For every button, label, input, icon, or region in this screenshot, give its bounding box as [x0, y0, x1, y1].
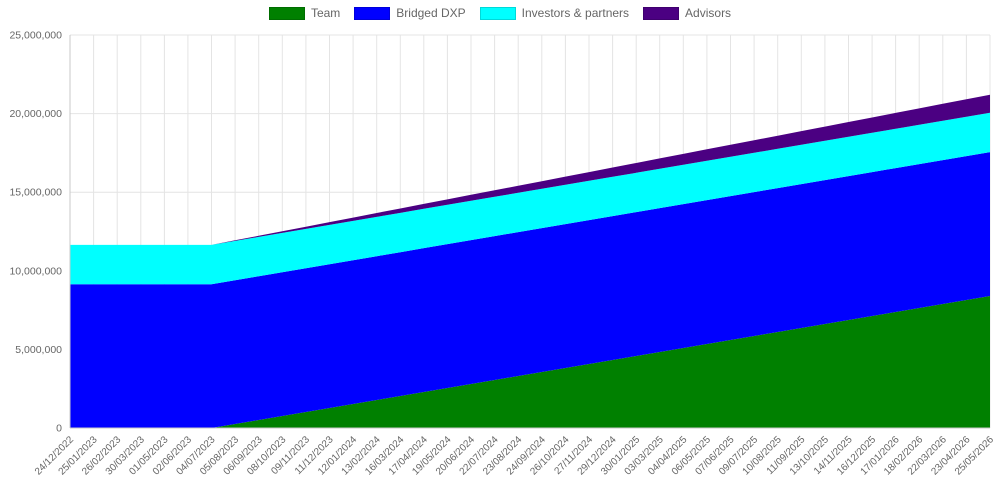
y-tick-label: 5,000,000	[15, 344, 62, 356]
legend-swatch-team	[268, 7, 305, 20]
axes	[69, 35, 990, 429]
y-tick-label: 25,000,000	[9, 30, 62, 42]
legend-label: Advisors	[685, 6, 732, 20]
legend-swatch-investors-partners	[479, 7, 516, 20]
legend-label: Bridged DXP	[396, 6, 466, 20]
legend-item-advisors[interactable]: Advisors	[643, 7, 731, 20]
stacked-areas	[70, 94, 990, 428]
y-tick-label: 0	[56, 423, 62, 435]
y-tick-label: 20,000,000	[9, 108, 62, 120]
legend-swatch-bridged-dxp	[354, 7, 391, 20]
legend-label: Investors & partners	[521, 6, 630, 20]
legend-item-bridged-dxp[interactable]: Bridged DXP	[354, 6, 466, 20]
area-team	[70, 296, 990, 428]
y-tick-label: 15,000,000	[9, 187, 62, 199]
legend-item-investors-partners[interactable]: Investors & partners	[479, 6, 630, 20]
legend: Team Bridged DXP Investors & partners Advis…	[0, 7, 1000, 20]
legend-label: Team	[310, 6, 341, 20]
area-bridged-dxp	[70, 152, 990, 428]
y-tick-label: 10,000,000	[9, 265, 62, 277]
y-axis-labels: 0 5,000,000 10,000,000 15,000,000 20,000,000…	[9, 30, 62, 435]
legend-swatch-advisors	[643, 7, 680, 20]
x-axis-labels: 24/12/202225/01/202326/02/202330/03/2023…	[33, 434, 996, 477]
legend-item-team[interactable]: Team	[268, 6, 341, 20]
area-investors-partners	[70, 112, 990, 285]
